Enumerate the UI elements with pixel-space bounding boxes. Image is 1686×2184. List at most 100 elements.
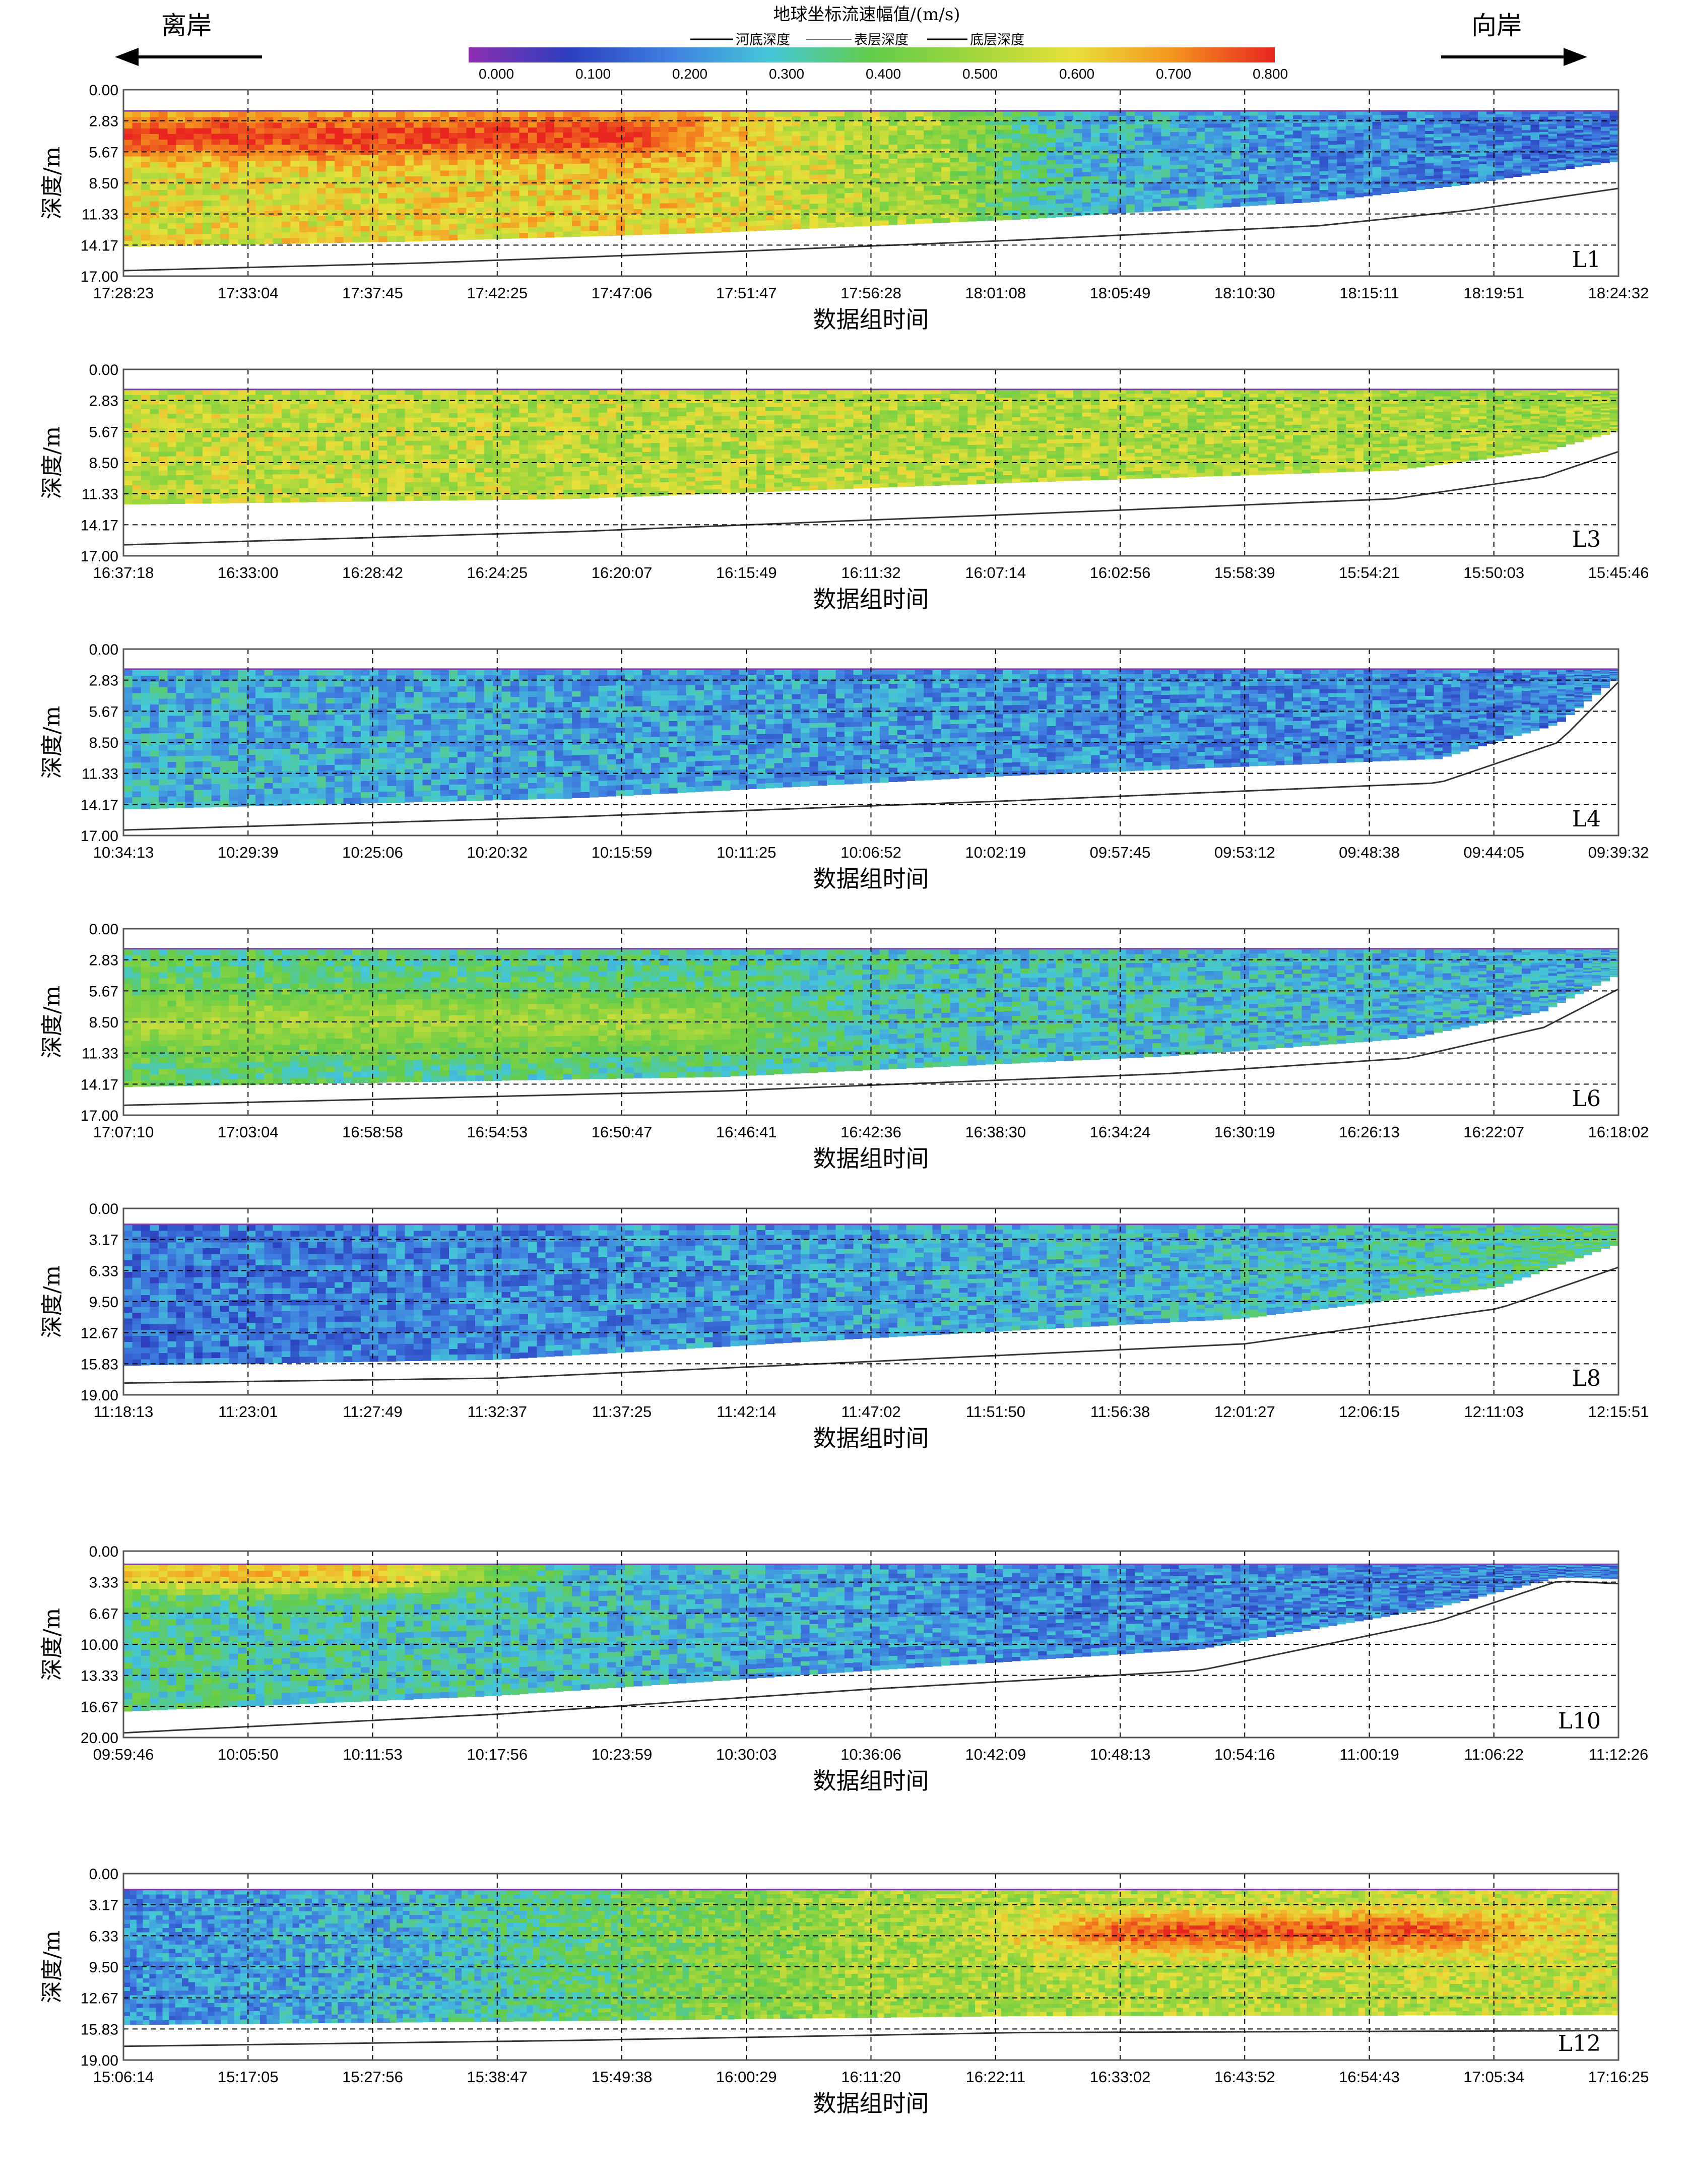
heatmap-cell xyxy=(985,175,995,180)
heatmap-cell xyxy=(167,178,177,185)
heatmap-cell xyxy=(1011,152,1021,157)
heatmap-cell xyxy=(545,216,555,222)
heatmap-cell xyxy=(316,128,327,134)
heatmap-cell xyxy=(431,408,440,414)
heatmap-cell xyxy=(1047,169,1056,174)
heatmap-cell xyxy=(1416,180,1425,184)
heatmap-cell xyxy=(158,151,168,157)
heatmap-cell xyxy=(299,194,309,200)
heatmap-cell xyxy=(624,153,634,158)
heatmap-cell xyxy=(1425,172,1435,176)
heatmap-cell xyxy=(809,174,819,180)
heatmap-cell xyxy=(361,193,370,199)
heatmap-cell xyxy=(1135,157,1144,162)
heatmap-cell xyxy=(229,233,238,239)
heatmap-cell xyxy=(193,404,203,410)
heatmap-cell xyxy=(545,138,555,144)
heatmap-cell xyxy=(176,162,185,168)
heatmap-cell xyxy=(237,470,247,475)
heatmap-cell xyxy=(1214,151,1223,156)
heatmap-cell xyxy=(906,191,916,197)
heatmap-cell xyxy=(141,151,150,157)
heatmap-cell xyxy=(255,216,265,223)
heatmap-cell xyxy=(1345,162,1355,166)
heatmap-cell xyxy=(1179,148,1188,153)
heatmap-cell xyxy=(290,497,300,503)
heatmap-cell xyxy=(519,175,529,181)
heatmap-cell xyxy=(783,190,793,196)
heatmap-cell xyxy=(343,166,353,172)
heatmap-cell xyxy=(1451,161,1461,165)
heatmap-cell xyxy=(1222,163,1232,168)
heatmap-cell xyxy=(1425,137,1435,141)
heatmap-cell xyxy=(475,218,485,224)
heatmap-cell xyxy=(273,474,282,480)
heatmap-cell xyxy=(1434,156,1443,160)
heatmap-cell xyxy=(959,116,968,121)
heatmap-cell xyxy=(1592,131,1601,134)
heatmap-cell xyxy=(792,136,801,142)
heatmap-cell xyxy=(1477,173,1487,177)
heatmap-cell xyxy=(888,140,898,145)
heatmap-cell xyxy=(361,204,370,210)
heatmap-cell xyxy=(1020,165,1030,170)
heatmap-cell xyxy=(1099,141,1109,146)
heatmap-cell xyxy=(405,236,414,242)
heatmap-cell xyxy=(1574,148,1584,152)
heatmap-cell xyxy=(1583,143,1593,146)
heatmap-cell xyxy=(792,209,801,215)
heatmap-cell xyxy=(800,214,810,219)
heatmap-cell xyxy=(1064,133,1074,139)
heatmap-cell xyxy=(1390,139,1399,143)
heatmap-cell xyxy=(273,437,282,442)
heatmap-cell xyxy=(193,494,203,499)
heatmap-cell xyxy=(1522,170,1531,173)
heatmap-cell xyxy=(1117,183,1127,188)
heatmap-cell xyxy=(193,461,203,466)
heatmap-cell xyxy=(193,156,203,162)
heatmap-cell xyxy=(264,465,274,470)
heatmap-cell xyxy=(1029,165,1039,170)
heatmap-cell xyxy=(1566,123,1575,126)
heatmap-cell xyxy=(132,490,142,495)
heatmap-cell xyxy=(510,228,520,234)
heatmap-cell xyxy=(220,111,230,118)
heatmap-cell xyxy=(835,217,845,223)
heatmap-cell xyxy=(924,176,933,182)
heatmap-cell xyxy=(448,213,458,219)
heatmap-cell xyxy=(1566,121,1575,124)
heatmap-cell xyxy=(616,230,625,236)
heatmap-cell xyxy=(387,450,397,456)
heatmap-cell xyxy=(1504,150,1514,154)
heatmap-cell xyxy=(1319,194,1329,198)
heatmap-cell xyxy=(1548,144,1558,147)
heatmap-cell xyxy=(1442,171,1452,175)
heatmap-cell xyxy=(1090,159,1100,164)
heatmap-cell xyxy=(1266,115,1276,120)
heatmap-cell xyxy=(1099,129,1109,134)
heatmap-cell xyxy=(1451,155,1461,158)
heatmap-cell xyxy=(906,196,916,201)
heatmap-cell xyxy=(669,172,678,178)
heatmap-cell xyxy=(203,446,212,452)
heatmap-cell xyxy=(651,157,661,163)
heatmap-cell xyxy=(712,167,722,172)
heatmap-cell xyxy=(361,492,370,497)
heatmap-cell xyxy=(624,132,634,138)
heatmap-cell xyxy=(334,204,344,211)
heatmap-cell xyxy=(1275,119,1285,124)
heatmap-cell xyxy=(651,173,661,178)
heatmap-cell xyxy=(959,139,968,144)
heatmap-cell xyxy=(1513,127,1522,131)
heatmap-cell xyxy=(1020,125,1030,130)
heatmap-cell xyxy=(1126,154,1135,159)
heatmap-cell xyxy=(1390,129,1399,133)
heatmap-cell xyxy=(290,216,300,222)
heatmap-cell xyxy=(237,418,247,424)
heatmap-cell xyxy=(237,488,247,494)
heatmap-cell xyxy=(343,422,353,428)
heatmap-cell xyxy=(316,451,327,456)
heatmap-cell xyxy=(1425,111,1435,115)
heatmap-cell xyxy=(1609,145,1619,148)
